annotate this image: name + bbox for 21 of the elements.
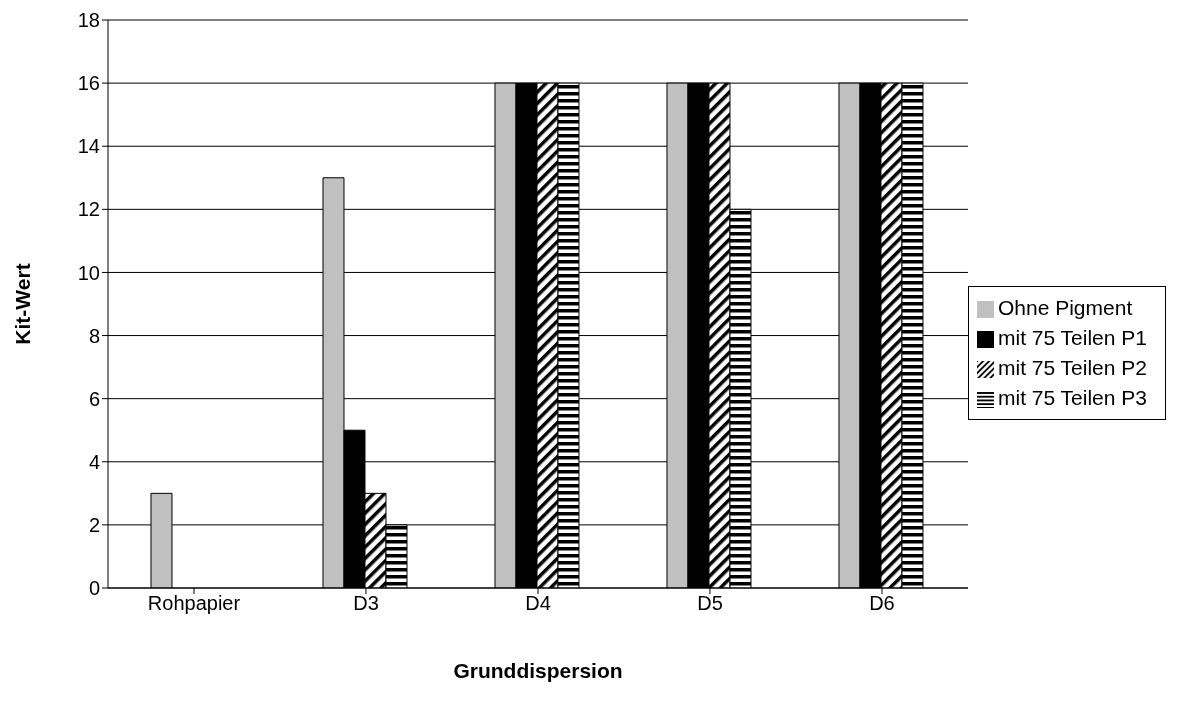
- x-tick-label: Rohpapier: [147, 592, 241, 615]
- x-tick-label: D5: [697, 592, 723, 615]
- y-tick-label: 14: [77, 135, 100, 158]
- y-tick-label: 10: [77, 261, 100, 284]
- x-axis-title: Grunddispersion: [453, 659, 623, 682]
- y-tick-label: 12: [77, 198, 100, 221]
- y-tick-label: 0: [88, 577, 100, 600]
- x-tick-label: D6: [869, 592, 895, 615]
- legend-label: mit 75 Teilen P3: [997, 386, 1147, 409]
- y-tick-label: 6: [88, 387, 100, 410]
- x-tick-label: D3: [353, 592, 379, 615]
- legend-label: mit 75 Teilen P2: [997, 356, 1147, 379]
- y-tick-label: 18: [77, 9, 100, 32]
- x-tick-label: D4: [525, 592, 551, 615]
- y-tick-label: 2: [88, 513, 100, 536]
- y-tick-label: 16: [77, 72, 100, 95]
- y-tick-label: 8: [88, 324, 100, 347]
- y-tick-label: 4: [88, 450, 100, 473]
- legend-label: mit 75 Teilen P1: [997, 326, 1147, 349]
- legend-label: Ohne Pigment: [997, 296, 1133, 319]
- y-axis-title: Kit-Wert: [11, 263, 35, 345]
